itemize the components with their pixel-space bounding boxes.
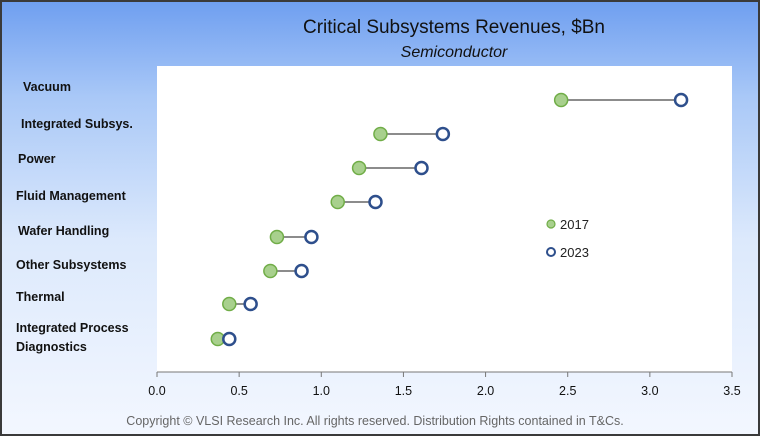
copyright-footer: Copyright © VLSI Research Inc. All right…: [126, 414, 623, 428]
chart-subtitle: Semiconductor: [401, 44, 508, 61]
point-2023: [243, 296, 258, 312]
point-2023: [368, 194, 383, 210]
chart-title: Critical Subsystems Revenues, $Bn: [303, 17, 605, 38]
category-label: Integrated Process: [16, 321, 129, 335]
point-2023: [414, 160, 429, 176]
x-tick-label: 1.0: [313, 384, 330, 398]
x-axis: 0.0 0.5 1.0 1.5 2.0 2.5 3.0 3.5: [148, 371, 741, 398]
x-tick-label: 2.5: [559, 384, 576, 398]
x-tick-label: 1.5: [395, 384, 412, 398]
x-tick-label: 2.0: [477, 384, 494, 398]
legend-marker-2023: [546, 247, 556, 257]
point-2017: [263, 263, 278, 279]
point-2017: [269, 229, 285, 245]
point-2023: [673, 92, 689, 108]
x-tick-label: 3.5: [723, 384, 740, 398]
category-label: Other Subsystems: [16, 258, 127, 272]
category-label: Thermal: [16, 290, 65, 304]
x-tick-label: 0.5: [230, 384, 247, 398]
legend-marker-2017: [546, 219, 556, 229]
category-label: Vacuum: [23, 80, 71, 94]
point-2017: [330, 194, 345, 210]
point-2023: [435, 126, 451, 142]
point-2023: [294, 263, 309, 279]
point-2023: [304, 229, 319, 245]
category-label: Diagnostics: [16, 340, 87, 354]
legend: 2017 2023: [546, 217, 589, 260]
point-2017: [553, 92, 569, 108]
x-tick-label: 0.0: [148, 384, 165, 398]
category-label: Wafer Handling: [18, 224, 109, 238]
point-2017: [351, 160, 367, 176]
category-label: Fluid Management: [16, 189, 127, 203]
point-2017: [373, 126, 388, 142]
point-2017: [222, 296, 237, 312]
data-marks: [210, 92, 689, 347]
category-labels: Vacuum Integrated Subsys. Power Fluid Manag…: [16, 80, 133, 354]
plot-area: [157, 66, 732, 372]
x-tick-label: 3.0: [641, 384, 658, 398]
category-label: Integrated Subsys.: [21, 117, 133, 131]
legend-label-2023: 2023: [560, 245, 589, 260]
category-label: Power: [18, 152, 56, 166]
point-2023: [222, 331, 237, 347]
legend-label-2017: 2017: [560, 217, 589, 232]
